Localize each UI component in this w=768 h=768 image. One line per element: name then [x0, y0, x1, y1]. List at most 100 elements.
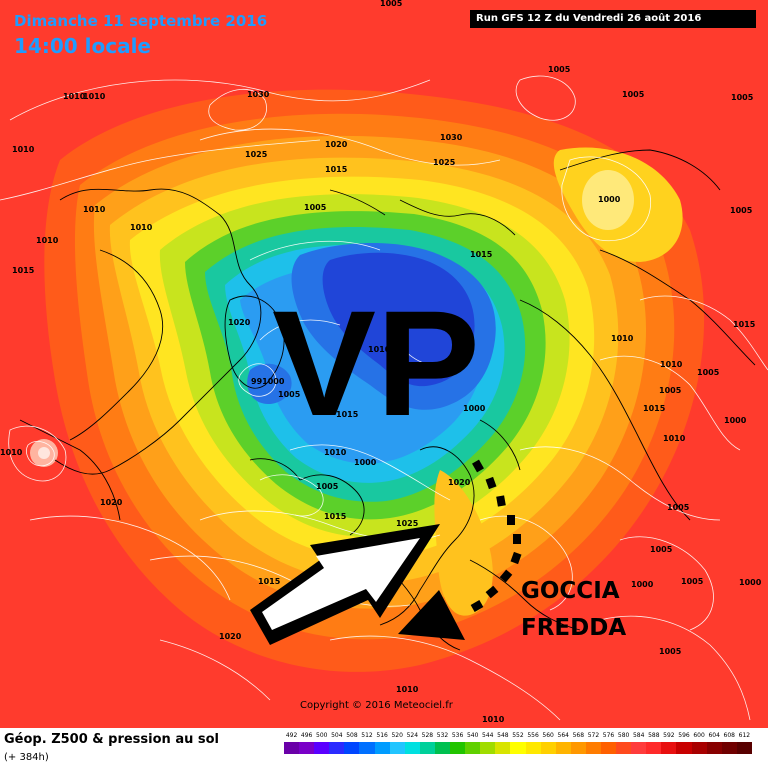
- color-scale-tick: 572: [587, 732, 600, 739]
- isobar-label: 1020: [448, 478, 471, 487]
- isobar-label: 1025: [396, 519, 419, 528]
- color-scale-tick: 604: [708, 732, 720, 739]
- color-scale-swatch: [646, 742, 662, 754]
- color-scale-tick: 612: [738, 732, 751, 739]
- isobar-label: 1005: [681, 577, 704, 586]
- color-scale-tick: 540: [466, 732, 479, 739]
- isobar-label: 1025: [245, 150, 268, 159]
- color-scale-swatch: [691, 742, 707, 754]
- isobar-label: 1010: [130, 223, 153, 232]
- color-scale-swatch: [419, 742, 435, 754]
- isobar-label: 1005: [622, 90, 645, 99]
- flow-arrow: [250, 524, 440, 645]
- color-scale-swatch: [721, 742, 737, 754]
- isobar-label: 1000: [463, 404, 486, 413]
- isobar-label: 1010: [663, 434, 686, 443]
- color-scale-swatch: [600, 742, 617, 754]
- cold-drop-trajectory: [470, 459, 522, 612]
- isobar-label: 1005: [278, 390, 301, 399]
- color-scale-tick: 592: [663, 732, 675, 739]
- cold-drop-marker: [398, 590, 465, 640]
- isobar-labels: 1005 1010 1010 1030 1025 1020 1015 1030 …: [0, 0, 762, 724]
- color-scale-swatch: [540, 742, 556, 754]
- isobar-label: 1010: [611, 334, 634, 343]
- isobar-label: 1030: [247, 90, 270, 99]
- color-scale-swatch: [510, 742, 526, 754]
- polar-vortex-label: VP: [272, 279, 480, 447]
- isobar-label: 991000: [251, 377, 285, 386]
- isobar-label: 1005: [659, 386, 682, 395]
- isobar-label: 1015: [733, 320, 756, 329]
- color-scale-swatch: [706, 742, 722, 754]
- isobar-label: 1005: [731, 93, 754, 102]
- isobar-label: 1005: [316, 482, 339, 491]
- isobar-label: 1005: [548, 65, 571, 74]
- color-scale-tick: 524: [406, 732, 419, 739]
- isobar-label: 1020: [100, 498, 123, 507]
- color-scale-tick: 600: [693, 732, 705, 739]
- color-scale-swatch: [450, 742, 466, 754]
- color-scale-swatch: [585, 742, 601, 754]
- isobar-label: 1020: [325, 140, 348, 149]
- color-scale-tick: 568: [572, 732, 585, 739]
- isobar-label: 1020: [228, 318, 251, 327]
- color-scale-tick: 564: [557, 732, 569, 739]
- isobar-label: 1005: [650, 545, 673, 554]
- legend-title: Géop. Z500 & pression au sol: [4, 732, 219, 747]
- legend-subtitle: (+ 384h): [4, 752, 49, 763]
- color-scale-tick: 608: [723, 732, 735, 739]
- isobar-label: 1015: [470, 250, 493, 259]
- isobar-label: 1015: [336, 410, 359, 419]
- color-scale-swatch: [374, 742, 390, 754]
- isobar-label: 1010: [83, 92, 106, 101]
- isobar-label: 1015: [325, 165, 348, 174]
- color-scale-tick: 588: [648, 732, 660, 739]
- isobar-label: 1000: [739, 578, 762, 587]
- color-scale-swatch: [314, 742, 330, 754]
- color-scale-swatch: [736, 742, 752, 754]
- isobar-label: 995: [426, 318, 443, 327]
- color-scale-tick: 536: [451, 732, 464, 739]
- isobar-label: 1025: [433, 158, 456, 167]
- color-scale-swatch: [299, 742, 315, 754]
- isobar-label: 1015: [12, 266, 35, 275]
- color-scale-swatch: [631, 742, 647, 754]
- isobar-label: 1010: [368, 345, 391, 354]
- cold-drop-label-line1: GOCCIA: [521, 578, 620, 604]
- isobar-label: 1030: [440, 133, 463, 142]
- forecast-date: Dimanche 11 septembre 2016: [14, 12, 268, 30]
- color-scale-tick: 548: [497, 732, 509, 739]
- color-scale-tick: 508: [346, 732, 358, 739]
- color-scale-tick: 492: [285, 732, 298, 739]
- color-scale-tick: 512: [361, 732, 373, 739]
- isobar-label: 1010: [660, 360, 683, 369]
- color-scale-swatch: [616, 742, 632, 754]
- isobar-label: 1010: [83, 205, 106, 214]
- copyright-notice: Copyright © 2016 Meteociel.fr: [300, 700, 453, 711]
- color-scale-tick: 552: [512, 732, 524, 739]
- color-scale-swatch: [389, 742, 405, 754]
- isobar-label: 1000: [598, 195, 621, 204]
- color-scale-swatch: [359, 742, 375, 754]
- isobar-label: 1015: [643, 404, 666, 413]
- isobar-label: 1010: [36, 236, 59, 245]
- isobar-label: 1010: [396, 685, 419, 694]
- color-scale-tick: 544: [482, 732, 494, 739]
- isobar-label: 1000: [354, 458, 377, 467]
- color-scale-tick: 520: [391, 732, 403, 739]
- isobar-label: 1005: [304, 203, 327, 212]
- model-run-banner: Run GFS 12 Z du Vendredi 26 août 2016: [470, 10, 756, 28]
- isobar-label: 1005: [730, 206, 753, 215]
- isobar-label: 1020: [219, 632, 242, 641]
- legend-footer: Géop. Z500 & pression au sol (+ 384h) 49…: [0, 728, 768, 768]
- color-scale: [284, 742, 752, 762]
- coastlines: [19, 149, 756, 651]
- color-scale-tick: 596: [678, 732, 690, 739]
- color-scale-swatch: [284, 742, 300, 754]
- isobar-label: 1000: [631, 580, 654, 589]
- color-scale-tick: 528: [421, 732, 434, 739]
- isobar-label: 1005: [697, 368, 720, 377]
- cold-drop-label-line2: FREDDA: [521, 615, 626, 641]
- color-scale-swatch: [661, 742, 677, 754]
- isobar-label: 1010: [482, 715, 505, 724]
